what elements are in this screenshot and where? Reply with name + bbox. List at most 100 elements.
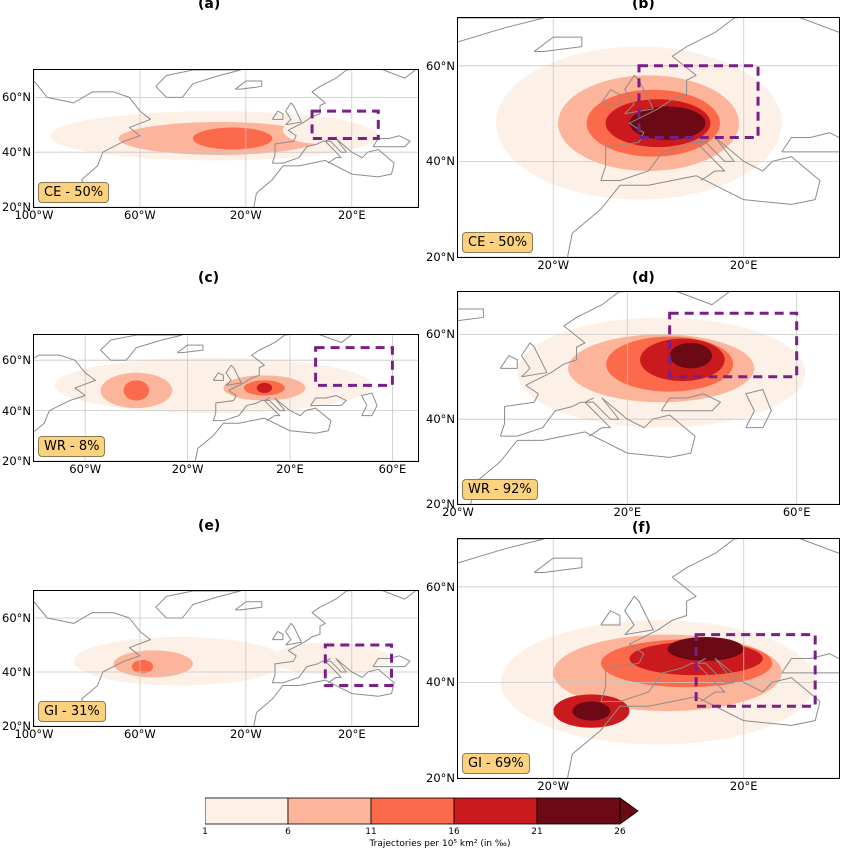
y-tick-label: 20°N (2, 719, 31, 733)
cluster-share-badge: CE - 50% (462, 232, 534, 253)
y-tick-label: 40°N (2, 403, 31, 418)
coastline (100, 335, 183, 361)
coastline (34, 354, 96, 449)
density-contour (113, 650, 193, 678)
colorbar-tick: 11 (365, 827, 377, 837)
coastline (781, 653, 839, 674)
colorbar-tick: 1 (202, 827, 208, 837)
panel-letter-f: (f) (632, 520, 651, 536)
x-tick-label: 60°W (124, 208, 156, 222)
colorbar-tick: 16 (448, 827, 460, 837)
coastline (324, 658, 342, 684)
y-tick-label: 60°N (426, 327, 455, 342)
coastline (624, 595, 654, 636)
panel-letter-a: (a) (198, 0, 221, 12)
target-region-box (323, 643, 394, 687)
x-tick-label: 20°E (276, 462, 304, 476)
coastline (234, 601, 263, 611)
cluster-share-badge: GI - 31% (38, 701, 106, 722)
coastline (372, 655, 411, 668)
y-tick-label: 40°N (426, 154, 455, 169)
coastline (499, 292, 730, 437)
y-tick-label: 60°N (2, 611, 31, 625)
x-tick-label: 20°W (229, 208, 262, 222)
cluster-share-badge: WR - 8% (38, 436, 106, 457)
map-panel-d: 20°W 20°E 60°E 20°N 40°N 60°N WR - 92% (426, 291, 840, 519)
y-tick-label: 20°N (2, 454, 31, 468)
colorbar-tick: 6 (285, 827, 291, 837)
panel-letter-c: (c) (198, 270, 220, 286)
colorbar-segment (453, 797, 538, 825)
coastline (584, 397, 611, 437)
coastline (600, 89, 621, 105)
coastline (533, 557, 583, 573)
y-tick-label: 40°N (2, 145, 31, 160)
coastline (361, 392, 378, 417)
coastline (285, 102, 302, 126)
coastline (499, 355, 518, 369)
x-tick-label: 20°W (537, 779, 570, 793)
coastline (567, 658, 821, 778)
coastline (271, 110, 284, 120)
panel-letter-d: (d) (632, 270, 655, 286)
coastline (660, 393, 721, 412)
y-tick-label: 60°N (2, 353, 31, 368)
coastline (194, 397, 332, 461)
map-panel-a: 100°W 60°W 20°W 20°E 20°N 40°N 60°N CE - 50% (2, 69, 419, 222)
y-tick-label: 60°N (2, 90, 31, 105)
y-tick-label: 20°N (426, 250, 455, 264)
colorbar-label: Trajectories per 10⁵ km² (in ‰) (369, 839, 511, 849)
x-tick-label: 20°E (613, 505, 642, 519)
coastline (285, 622, 302, 646)
map-panel-c: 60°W 20°W 20°E 60°E 20°N 40°N 60°N WR - 8% (2, 334, 419, 476)
colorbar-tick: 26 (614, 827, 626, 837)
x-tick-label: 100°W (14, 208, 54, 222)
y-tick-label: 60°N (426, 579, 455, 594)
density-contour (669, 342, 712, 369)
map-panel-b: 20°W 20°E 20°N 40°N 60°N CE - 50% (426, 17, 840, 272)
map-canvas (34, 335, 418, 461)
map-panel-e: 100°W 60°W 20°W 20°E 20°N 40°N 60°N GI - 31% (2, 590, 419, 741)
density-contour (629, 106, 706, 140)
colorbar-segment (287, 797, 372, 825)
coastline (212, 372, 224, 381)
coastline (695, 658, 726, 702)
x-tick-label: 100°W (14, 727, 54, 741)
x-tick-label: 60°W (69, 462, 102, 476)
x-tick-label: 20°E (729, 258, 758, 272)
target-region-box (310, 109, 380, 140)
coastline (271, 591, 416, 683)
cluster-share-badge: CE - 50% (38, 182, 110, 203)
target-region-box (668, 311, 799, 379)
cluster-share-badge: GI - 69% (462, 753, 530, 774)
colorbar-segment (536, 797, 621, 825)
coastline (781, 132, 839, 153)
density-contour (572, 701, 611, 721)
y-tick-label: 20°N (2, 200, 31, 214)
coastline (458, 308, 484, 322)
density-contour (256, 382, 273, 393)
target-region-box (694, 633, 817, 708)
coastline (470, 397, 696, 504)
colorbar-segment (205, 797, 289, 825)
coastline (521, 342, 548, 378)
coastline (271, 70, 416, 164)
coastline (177, 344, 204, 354)
coastline (567, 137, 821, 257)
x-tick-label: 20°W (229, 727, 262, 741)
coastline (253, 138, 395, 207)
coastline (458, 18, 545, 43)
y-tick-label: 40°N (426, 412, 455, 427)
x-tick-label: 20°W (442, 505, 474, 519)
coastline (600, 18, 839, 181)
coastline (155, 70, 242, 98)
y-tick-label: 40°N (2, 665, 31, 679)
map-canvas (458, 539, 839, 778)
panel-letter-e: (e) (198, 518, 221, 534)
map-canvas (34, 70, 418, 207)
coastline (695, 137, 726, 181)
panel-letter-b: (b) (632, 0, 655, 12)
coastline (155, 591, 242, 619)
coastline (324, 138, 342, 164)
coastline (263, 397, 281, 422)
